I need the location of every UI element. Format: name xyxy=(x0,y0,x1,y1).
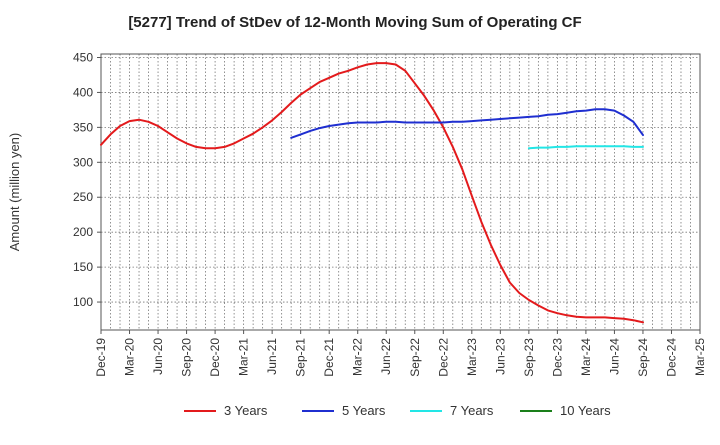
x-tick-label: Mar-20 xyxy=(123,338,137,376)
legend-label-5-years: 5 Years xyxy=(342,403,386,418)
x-tick-label: Mar-23 xyxy=(465,338,479,376)
plot-area xyxy=(100,53,701,331)
x-tick-label: Mar-22 xyxy=(351,338,365,376)
x-tick-label: Jun-22 xyxy=(379,338,393,375)
x-tick-label: Jun-24 xyxy=(607,338,621,375)
x-tick-label: Sep-24 xyxy=(636,338,650,377)
chart-title: [5277] Trend of StDev of 12-Month Moving… xyxy=(128,14,581,31)
x-axis: Dec-19 Mar-20 Jun-20 Sep-20 Dec-20 Mar-21 Jun-… xyxy=(94,330,707,377)
y-tick-label: 250 xyxy=(73,190,93,204)
legend-label-7-years: 7 Years xyxy=(450,403,494,418)
x-tick-label: Dec-22 xyxy=(436,338,450,377)
x-tick-label: Sep-20 xyxy=(180,338,194,377)
grid xyxy=(101,54,700,330)
y-tick-label: 100 xyxy=(73,295,93,309)
x-tick-label: Jun-20 xyxy=(151,338,165,375)
x-tick-label: Dec-19 xyxy=(94,338,108,377)
y-tick-label: 350 xyxy=(73,120,93,134)
x-tick-label: Sep-21 xyxy=(294,338,308,377)
y-axis: 100 150 200 250 300 350 400 450 xyxy=(73,50,101,309)
y-tick-label: 150 xyxy=(73,260,93,274)
legend-label-3-years: 3 Years xyxy=(224,403,268,418)
y-tick-label: 200 xyxy=(73,225,93,239)
x-tick-label: Dec-23 xyxy=(550,338,564,377)
series-layer xyxy=(100,62,644,324)
legend-label-10-years: 10 Years xyxy=(560,403,611,418)
x-tick-label: Mar-24 xyxy=(579,338,593,376)
x-tick-label: Mar-21 xyxy=(237,338,251,376)
x-tick-label: Dec-21 xyxy=(322,338,336,377)
y-axis-label: Amount (million yen) xyxy=(7,133,22,252)
x-tick-label: Mar-25 xyxy=(693,338,707,376)
y-tick-label: 450 xyxy=(73,50,93,64)
series-line-7-years xyxy=(527,145,644,150)
x-tick-label: Dec-20 xyxy=(208,338,222,377)
series-line-5-years xyxy=(290,108,644,139)
x-tick-label: Sep-23 xyxy=(522,338,536,377)
y-tick-label: 300 xyxy=(73,155,93,169)
x-tick-label: Jun-23 xyxy=(493,338,507,375)
series-line-3-years xyxy=(100,62,644,324)
x-tick-label: Sep-22 xyxy=(408,338,422,377)
x-tick-label: Jun-21 xyxy=(265,338,279,375)
legend: 3 Years 5 Years 7 Years 10 Years xyxy=(184,403,611,418)
y-tick-label: 400 xyxy=(73,85,93,99)
x-tick-label: Dec-24 xyxy=(664,338,678,377)
